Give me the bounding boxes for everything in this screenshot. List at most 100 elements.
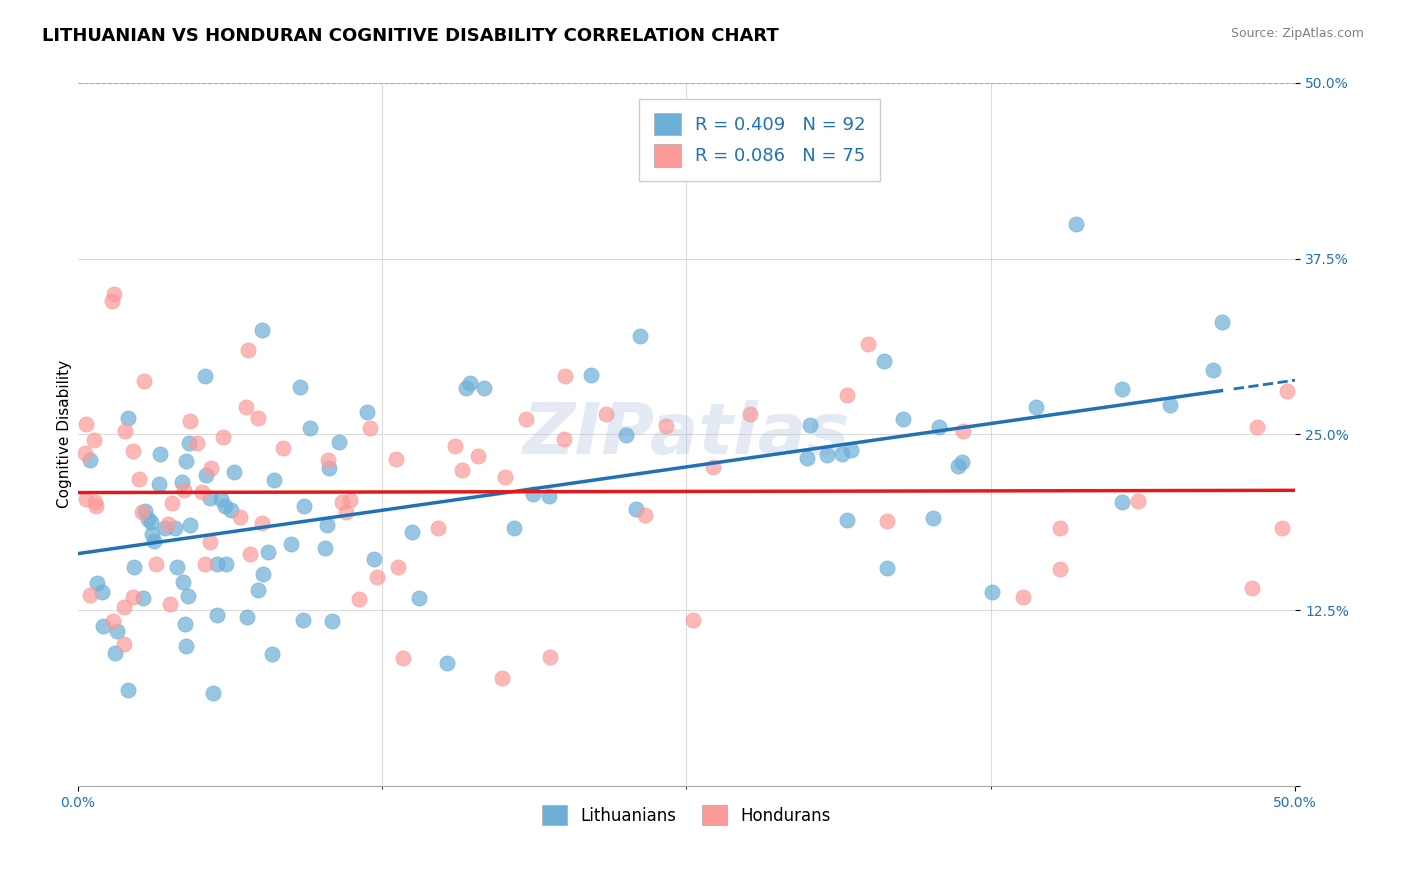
Point bbox=[84, 499, 107, 513]
Point bbox=[132, 591, 155, 605]
Point bbox=[179, 518, 201, 533]
Point bbox=[1111, 494, 1133, 508]
Point bbox=[614, 427, 637, 442]
Point bbox=[90, 585, 112, 599]
Point bbox=[122, 590, 145, 604]
Point bbox=[247, 411, 270, 425]
Point bbox=[104, 646, 127, 660]
Point bbox=[1240, 581, 1263, 595]
Text: Source: ZipAtlas.com: Source: ZipAtlas.com bbox=[1230, 27, 1364, 40]
Point bbox=[385, 452, 408, 467]
Point bbox=[522, 486, 544, 500]
Point bbox=[1211, 315, 1233, 329]
Point bbox=[472, 381, 495, 395]
Point bbox=[132, 375, 155, 389]
Point bbox=[796, 450, 818, 465]
Point bbox=[815, 448, 838, 462]
Point bbox=[891, 411, 914, 425]
Point bbox=[131, 505, 153, 519]
Point bbox=[328, 435, 350, 450]
Point bbox=[257, 544, 280, 558]
Point bbox=[347, 592, 370, 607]
Point bbox=[172, 575, 194, 590]
Point bbox=[1111, 382, 1133, 396]
Point bbox=[239, 547, 262, 561]
Point bbox=[837, 513, 859, 527]
Point bbox=[292, 500, 315, 514]
Point bbox=[236, 610, 259, 624]
Point bbox=[200, 461, 222, 475]
Point bbox=[117, 683, 139, 698]
Point bbox=[458, 376, 481, 390]
Point bbox=[655, 419, 678, 434]
Point bbox=[122, 444, 145, 458]
Point bbox=[122, 559, 145, 574]
Point bbox=[166, 559, 188, 574]
Point bbox=[200, 491, 222, 505]
Point bbox=[83, 494, 105, 508]
Point bbox=[291, 613, 314, 627]
Point bbox=[876, 514, 898, 528]
Point bbox=[408, 591, 430, 605]
Point bbox=[149, 447, 172, 461]
Point bbox=[162, 496, 184, 510]
Point bbox=[494, 470, 516, 484]
Point bbox=[105, 624, 128, 639]
Point bbox=[839, 443, 862, 458]
Point bbox=[491, 671, 513, 685]
Point bbox=[450, 463, 472, 477]
Point bbox=[738, 408, 761, 422]
Point bbox=[515, 412, 537, 426]
Point bbox=[799, 418, 821, 433]
Point bbox=[946, 458, 969, 473]
Point bbox=[202, 686, 225, 700]
Point bbox=[117, 411, 139, 425]
Point bbox=[194, 557, 217, 571]
Point bbox=[139, 515, 162, 529]
Point bbox=[101, 614, 124, 628]
Text: ZIPatlas: ZIPatlas bbox=[523, 400, 851, 469]
Point bbox=[1126, 494, 1149, 508]
Point bbox=[1271, 521, 1294, 535]
Point bbox=[391, 651, 413, 665]
Point bbox=[205, 607, 228, 622]
Point bbox=[209, 491, 232, 506]
Text: LITHUANIAN VS HONDURAN COGNITIVE DISABILITY CORRELATION CHART: LITHUANIAN VS HONDURAN COGNITIVE DISABIL… bbox=[42, 27, 779, 45]
Point bbox=[159, 597, 181, 611]
Point bbox=[702, 460, 724, 475]
Point bbox=[250, 516, 273, 531]
Point bbox=[214, 558, 236, 572]
Point bbox=[235, 400, 257, 414]
Point bbox=[194, 369, 217, 384]
Point bbox=[186, 435, 208, 450]
Point bbox=[229, 510, 252, 524]
Point bbox=[114, 425, 136, 439]
Point bbox=[212, 430, 235, 444]
Point bbox=[363, 552, 385, 566]
Point bbox=[335, 505, 357, 519]
Point bbox=[356, 405, 378, 419]
Point bbox=[537, 490, 560, 504]
Point bbox=[467, 449, 489, 463]
Point bbox=[214, 499, 236, 513]
Point bbox=[628, 329, 651, 343]
Point bbox=[952, 424, 974, 438]
Point bbox=[173, 483, 195, 497]
Point bbox=[163, 521, 186, 535]
Point bbox=[83, 433, 105, 447]
Point bbox=[250, 323, 273, 337]
Point bbox=[238, 343, 260, 357]
Point bbox=[174, 639, 197, 653]
Point bbox=[128, 472, 150, 486]
Point bbox=[321, 614, 343, 628]
Point bbox=[856, 336, 879, 351]
Point bbox=[444, 439, 467, 453]
Point bbox=[75, 417, 97, 432]
Point bbox=[179, 414, 201, 428]
Point bbox=[91, 619, 114, 633]
Point bbox=[876, 561, 898, 575]
Point bbox=[103, 286, 125, 301]
Point bbox=[75, 491, 97, 506]
Point bbox=[595, 407, 617, 421]
Point bbox=[174, 454, 197, 468]
